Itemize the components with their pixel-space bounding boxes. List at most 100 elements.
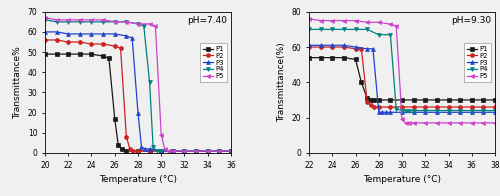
P3: [138, 146, 144, 148]
P1: [228, 150, 234, 152]
P5: [434, 122, 440, 124]
P1: [376, 99, 382, 101]
P3: [42, 31, 48, 33]
P2: [422, 106, 428, 108]
P4: [135, 23, 141, 25]
P2: [135, 150, 141, 152]
P2: [352, 48, 358, 50]
Line: P5: P5: [43, 16, 233, 153]
P5: [124, 21, 130, 23]
Y-axis label: Transmittance%: Transmittance%: [13, 46, 22, 119]
P5: [341, 19, 347, 22]
P1: [216, 150, 222, 152]
P4: [182, 150, 188, 152]
P1: [42, 53, 48, 55]
P2: [469, 106, 475, 108]
P2: [127, 148, 133, 150]
Line: P1: P1: [43, 52, 233, 153]
P5: [146, 23, 152, 25]
P4: [88, 21, 94, 23]
Line: P1: P1: [307, 56, 497, 102]
P2: [118, 47, 124, 49]
P3: [330, 44, 336, 46]
Line: P3: P3: [43, 30, 233, 153]
P3: [457, 111, 463, 113]
P1: [124, 150, 130, 152]
P5: [170, 150, 176, 152]
P3: [54, 31, 60, 33]
P4: [228, 150, 234, 152]
P2: [358, 48, 364, 50]
P3: [383, 111, 389, 113]
P2: [376, 106, 382, 108]
P1: [100, 55, 106, 57]
P2: [388, 106, 394, 108]
P4: [352, 28, 358, 31]
P4: [469, 109, 475, 112]
P5: [469, 122, 475, 124]
P2: [100, 43, 106, 45]
P5: [88, 19, 94, 21]
P5: [364, 21, 370, 24]
P5: [162, 148, 168, 150]
P3: [422, 111, 428, 113]
P1: [54, 53, 60, 55]
P4: [393, 108, 399, 110]
P2: [457, 106, 463, 108]
P3: [399, 111, 405, 113]
P1: [368, 99, 374, 101]
Line: P2: P2: [43, 38, 233, 153]
P2: [306, 46, 312, 48]
P1: [371, 99, 377, 101]
P2: [434, 106, 440, 108]
P4: [154, 150, 160, 152]
P5: [480, 122, 486, 124]
P1: [318, 56, 324, 59]
P5: [352, 19, 358, 22]
P5: [77, 19, 83, 21]
P2: [216, 150, 222, 152]
P4: [141, 25, 147, 27]
P5: [152, 25, 158, 27]
P5: [402, 122, 408, 124]
P4: [77, 21, 83, 23]
P1: [146, 150, 152, 152]
P4: [100, 21, 106, 23]
P5: [100, 19, 106, 21]
P2: [77, 41, 83, 43]
P5: [318, 19, 324, 22]
P2: [318, 46, 324, 48]
X-axis label: Temperature (°C): Temperature (°C): [99, 175, 177, 184]
P4: [376, 34, 382, 36]
P3: [341, 44, 347, 46]
P4: [492, 109, 498, 112]
P4: [216, 150, 222, 152]
P3: [65, 33, 71, 35]
P2: [371, 106, 377, 108]
P1: [204, 150, 210, 152]
P5: [330, 19, 336, 22]
P5: [376, 21, 382, 24]
P3: [158, 150, 164, 152]
P3: [318, 44, 324, 46]
P3: [434, 111, 440, 113]
Text: pH=7.40: pH=7.40: [187, 16, 227, 25]
P1: [88, 53, 94, 55]
P1: [364, 97, 370, 99]
P5: [216, 150, 222, 152]
P1: [410, 99, 416, 101]
P3: [410, 111, 416, 113]
P2: [399, 106, 405, 108]
P5: [406, 122, 412, 124]
P5: [399, 118, 405, 121]
P2: [158, 150, 164, 152]
P4: [341, 28, 347, 31]
P5: [135, 23, 141, 25]
P1: [170, 150, 176, 152]
P4: [150, 146, 156, 148]
P2: [341, 46, 347, 48]
P1: [106, 57, 112, 59]
P5: [54, 19, 60, 21]
P3: [124, 35, 130, 37]
P3: [492, 111, 498, 113]
